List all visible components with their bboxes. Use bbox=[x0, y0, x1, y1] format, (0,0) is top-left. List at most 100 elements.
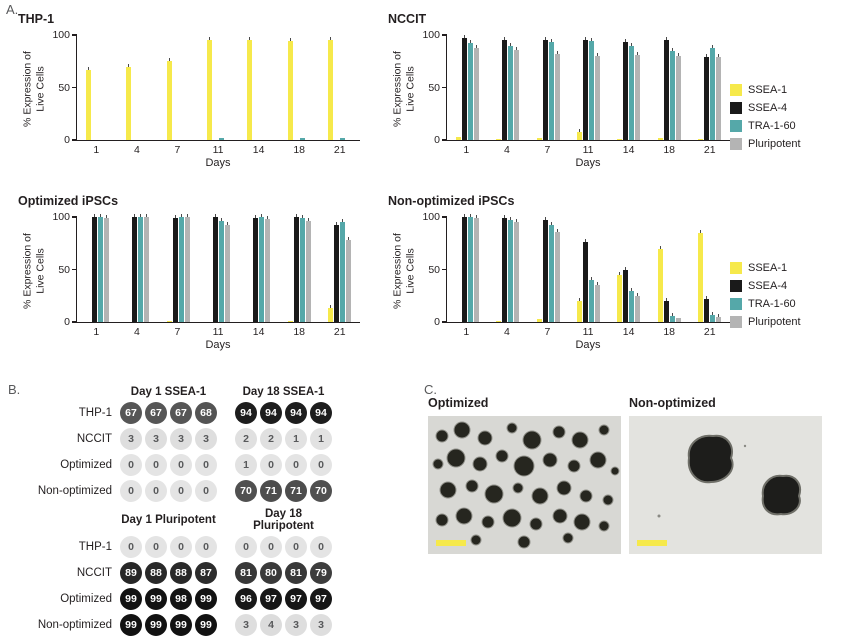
x-tick-label: 14 bbox=[252, 144, 265, 156]
bar-group bbox=[609, 39, 649, 140]
bar-tra-1-60 bbox=[299, 137, 305, 140]
dot-row: Non-optimized 0 0 0 0 70 71 71 70 bbox=[28, 480, 350, 502]
error-bar bbox=[504, 215, 506, 219]
dot-value: 3 bbox=[120, 428, 142, 450]
bar-tra-1-60 bbox=[218, 137, 224, 140]
bar-pluripotent bbox=[346, 237, 352, 322]
dot-value: 99 bbox=[195, 614, 217, 636]
dot-value: 0 bbox=[145, 480, 167, 502]
debris-speck bbox=[657, 514, 661, 518]
bar-tra-1-60 bbox=[548, 39, 554, 140]
y-tick-label: 50 bbox=[58, 263, 70, 276]
error-bar bbox=[249, 37, 251, 41]
dot-grid-title: Day 18 SSEA-1 bbox=[242, 386, 325, 398]
y-tick-mark bbox=[72, 34, 77, 36]
bar-pluripotent bbox=[635, 51, 641, 140]
error-bar bbox=[671, 47, 673, 51]
bar-group bbox=[568, 239, 608, 322]
error-bar bbox=[99, 214, 101, 217]
error-bar bbox=[584, 37, 586, 41]
dot-grid-title: Day 1 SSEA-1 bbox=[130, 386, 207, 398]
dot-row: Optimized 0 0 0 0 1 0 0 0 bbox=[28, 454, 350, 476]
x-tick-label: 11 bbox=[582, 144, 594, 156]
error-bar bbox=[631, 42, 633, 46]
x-tick-label: 4 bbox=[503, 326, 510, 338]
dot-value: 99 bbox=[120, 588, 142, 610]
y-tick-mark bbox=[72, 216, 77, 218]
bar-ssea-1 bbox=[496, 320, 502, 322]
bar-group bbox=[487, 215, 527, 322]
error-bar bbox=[105, 215, 107, 219]
bar-ssea-1 bbox=[617, 138, 623, 140]
dot-value: 99 bbox=[145, 614, 167, 636]
legend-label: TRA-1-60 bbox=[748, 298, 796, 310]
debris-speck bbox=[743, 444, 747, 448]
chart-optimized-ipscs: Optimized iPSCs % Expression of Live Cell… bbox=[14, 194, 360, 351]
bar-ssea-1 bbox=[698, 229, 704, 322]
dot-row-label: NCCIT bbox=[76, 567, 112, 579]
dot-value: 98 bbox=[170, 588, 192, 610]
non-optimized-micrograph-figure: Non-optimized bbox=[629, 396, 822, 554]
error-bar bbox=[348, 237, 350, 241]
error-bar bbox=[220, 218, 222, 222]
ssea-1-swatch bbox=[730, 84, 742, 96]
legend-bottom: SSEA-1 SSEA-4 TRA-1-60 Pluripotent bbox=[730, 262, 801, 334]
bar-group bbox=[649, 245, 689, 322]
x-tick-label: 4 bbox=[503, 144, 510, 156]
bar-group bbox=[487, 37, 527, 140]
dot-value: 0 bbox=[195, 480, 217, 502]
bar-ssea-4 bbox=[461, 214, 467, 322]
dot-value: 89 bbox=[120, 562, 142, 584]
dot-value: 0 bbox=[260, 454, 282, 476]
dot-value: 3 bbox=[145, 428, 167, 450]
bar-group bbox=[279, 38, 319, 140]
dot-value: 70 bbox=[310, 480, 332, 502]
error-bar bbox=[550, 39, 552, 43]
error-bar bbox=[578, 128, 580, 132]
dot-value: 0 bbox=[120, 454, 142, 476]
bar-ssea-1 bbox=[536, 318, 542, 322]
error-bar bbox=[677, 53, 679, 56]
dot-value: 3 bbox=[170, 428, 192, 450]
bar-ssea-1 bbox=[126, 63, 132, 140]
error-bar bbox=[706, 54, 708, 58]
error-bar bbox=[295, 214, 297, 217]
error-bar bbox=[208, 37, 210, 41]
dot-value: 0 bbox=[145, 536, 167, 558]
y-axis-label: % Expression of Live Cells bbox=[12, 218, 56, 323]
bar-pluripotent bbox=[675, 53, 681, 140]
bar-ssea-1 bbox=[657, 245, 663, 322]
dot-value: 0 bbox=[120, 480, 142, 502]
bar-tra-1-60 bbox=[259, 214, 265, 322]
dot-grid: 81 80 81 79 bbox=[235, 562, 332, 584]
bar-tra-1-60 bbox=[710, 311, 716, 322]
bar-group bbox=[320, 219, 360, 322]
dot-value: 0 bbox=[310, 454, 332, 476]
error-bar bbox=[146, 214, 148, 217]
x-tick-label: 18 bbox=[293, 326, 306, 338]
dot-block: Day 1 SSEA-1 Day 18 SSEA-1 THP-1 67 67 67 68 94… bbox=[28, 386, 350, 502]
dot-value: 81 bbox=[235, 562, 257, 584]
dot-value: 0 bbox=[170, 480, 192, 502]
bar-pluripotent bbox=[103, 215, 109, 322]
legend-item: SSEA-1 bbox=[730, 262, 801, 274]
y-axis-label-text: % Expression of Live Cells bbox=[21, 232, 46, 309]
legend-item: SSEA-1 bbox=[730, 84, 801, 96]
dot-value: 0 bbox=[120, 536, 142, 558]
spheroid-large-2 bbox=[761, 474, 801, 516]
dot-value: 2 bbox=[260, 428, 282, 450]
bar-ssea-1 bbox=[698, 138, 704, 140]
bar-group bbox=[239, 37, 279, 140]
bar-pluripotent bbox=[184, 214, 190, 322]
x-tick-label: 7 bbox=[544, 144, 551, 156]
dot-value: 1 bbox=[235, 454, 257, 476]
legend-label: SSEA-4 bbox=[748, 102, 788, 114]
dot-value: 0 bbox=[170, 536, 192, 558]
x-tick-label: 18 bbox=[293, 144, 306, 156]
spheroid-cluster bbox=[432, 421, 620, 549]
y-tick-label: 100 bbox=[422, 29, 440, 41]
dot-value: 0 bbox=[145, 454, 167, 476]
